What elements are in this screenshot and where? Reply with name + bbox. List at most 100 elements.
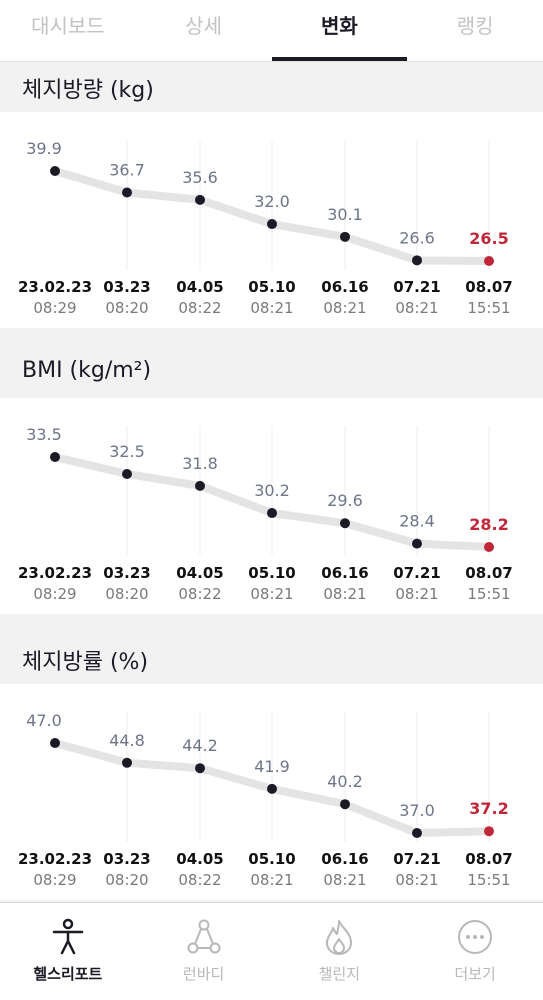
time-tick-label: 08:29 — [33, 871, 76, 889]
value-label: 26.6 — [399, 228, 435, 247]
data-point — [50, 166, 60, 176]
time-tick-label: 08:21 — [323, 299, 366, 317]
time-tick-label: 08:22 — [178, 585, 221, 603]
time-tick-label: 15:51 — [467, 871, 510, 889]
body-fat-percent-title: 체지방률 (%) — [22, 650, 149, 675]
value-label: 35.6 — [182, 168, 218, 187]
time-tick-label: 08:29 — [33, 299, 76, 317]
time-tick-label: 08:21 — [323, 871, 366, 889]
data-point — [267, 508, 277, 519]
data-point — [195, 194, 205, 205]
data-point — [122, 757, 132, 768]
date-tick-label: 23.02.23 — [18, 278, 92, 296]
value-label: 44.2 — [182, 736, 218, 755]
value-label: 37.2 — [469, 799, 508, 818]
nav-challenge-label: 챌린지 — [318, 965, 361, 983]
value-label: 31.8 — [182, 454, 218, 473]
nav-health-report[interactable]: 헬스리포트 — [0, 903, 136, 1000]
date-tick-label: 07.21 — [393, 278, 440, 296]
date-tick-label: 05.10 — [248, 564, 295, 582]
date-tick-label: 05.10 — [248, 850, 295, 868]
value-label: 30.2 — [254, 481, 290, 500]
date-tick-label: 03.23 — [103, 850, 150, 868]
time-tick-label: 08:20 — [105, 871, 148, 889]
value-label: 32.5 — [109, 442, 145, 461]
date-tick-label: 06.16 — [321, 850, 368, 868]
tab-dashboard[interactable]: 대시보드 — [31, 14, 105, 38]
data-point — [340, 799, 350, 810]
date-tick-label: 23.02.23 — [18, 850, 92, 868]
value-label: 40.2 — [327, 772, 363, 791]
time-tick-label: 08:20 — [105, 299, 148, 317]
data-point — [340, 231, 350, 242]
time-tick-label: 08:21 — [395, 299, 438, 317]
date-tick-label: 08.07 — [465, 564, 512, 582]
time-tick-label: 15:51 — [467, 299, 510, 317]
date-tick-label: 08.07 — [465, 850, 512, 868]
bmi-chart: 33.5 23.02.23 08:29 32.5 03.23 08:20 31.8 04.05… — [18, 425, 513, 603]
data-point — [267, 783, 277, 794]
date-tick-label: 07.21 — [393, 850, 440, 868]
time-tick-label: 08:22 — [178, 871, 221, 889]
time-tick-label: 08:21 — [250, 871, 293, 889]
time-tick-label: 08:20 — [105, 585, 148, 603]
body-fat-mass-chart: 39.9 23.02.23 08:29 36.7 03.23 08:20 35.6 04.05… — [18, 139, 513, 317]
person-icon — [52, 918, 84, 955]
tab-detail[interactable]: 상세 — [185, 14, 223, 38]
data-point — [267, 219, 277, 230]
data-point — [50, 738, 60, 748]
value-label: 30.1 — [327, 205, 363, 224]
time-tick-label: 08:21 — [323, 585, 366, 603]
time-tick-label: 08:21 — [250, 585, 293, 603]
data-point — [484, 826, 494, 837]
nav-more[interactable]: 더보기 — [407, 903, 543, 1000]
value-label: 33.5 — [26, 425, 62, 444]
bmi-chart-card: 33.5 23.02.23 08:29 32.5 03.23 08:20 31.8 04.05… — [0, 398, 543, 614]
data-point — [484, 256, 494, 266]
nav-challenge[interactable]: 챌린지 — [272, 903, 408, 1000]
date-tick-label: 04.05 — [176, 278, 223, 296]
value-label: 37.0 — [399, 801, 435, 820]
body-fat-mass-chart-card: 39.9 23.02.23 08:29 36.7 03.23 08:20 35.6 04.05… — [0, 112, 543, 328]
body-fat-percent-chart-card: 47.0 23.02.23 08:29 44.8 03.23 08:20 44.2 04.05… — [0, 684, 543, 900]
value-label: 26.5 — [469, 229, 508, 248]
value-label: 44.8 — [109, 731, 145, 750]
nav-run-body[interactable]: 런바디 — [136, 903, 272, 1000]
nav-more-label: 더보기 — [454, 965, 496, 983]
data-point — [412, 538, 422, 549]
value-label: 28.2 — [469, 515, 508, 534]
data-point — [484, 542, 494, 552]
data-point — [412, 255, 422, 266]
data-point — [122, 468, 132, 479]
value-label: 32.0 — [254, 192, 290, 211]
date-tick-label: 06.16 — [321, 564, 368, 582]
more-icon — [458, 920, 493, 954]
value-label: 36.7 — [109, 160, 145, 179]
value-label: 39.9 — [26, 139, 62, 158]
date-tick-label: 07.21 — [393, 564, 440, 582]
data-point — [122, 187, 132, 198]
nav-health-report-label: 헬스리포트 — [33, 965, 103, 983]
date-tick-label: 03.23 — [103, 278, 150, 296]
data-point — [412, 828, 422, 838]
date-tick-label: 03.23 — [103, 564, 150, 582]
nav-run-body-label: 런바디 — [182, 965, 225, 983]
date-tick-label: 04.05 — [176, 850, 223, 868]
value-label: 28.4 — [399, 512, 435, 531]
tab-change[interactable]: 변화 — [271, 0, 408, 61]
time-tick-label: 08:21 — [395, 585, 438, 603]
date-tick-label: 08.07 — [465, 278, 512, 296]
data-point — [195, 480, 205, 491]
data-point — [195, 763, 205, 774]
value-label: 47.0 — [26, 711, 62, 730]
time-tick-label: 08:22 — [178, 299, 221, 317]
time-tick-label: 15:51 — [467, 585, 510, 603]
data-point — [340, 518, 350, 529]
tab-ranking[interactable]: 랭킹 — [456, 14, 494, 38]
time-tick-label: 08:29 — [33, 585, 76, 603]
date-tick-label: 04.05 — [176, 564, 223, 582]
body-fat-percent-chart: 47.0 23.02.23 08:29 44.8 03.23 08:20 44.2 04.05… — [18, 711, 513, 889]
time-tick-label: 08:21 — [250, 299, 293, 317]
date-tick-label: 23.02.23 — [18, 564, 92, 582]
run-body-icon — [187, 919, 221, 954]
